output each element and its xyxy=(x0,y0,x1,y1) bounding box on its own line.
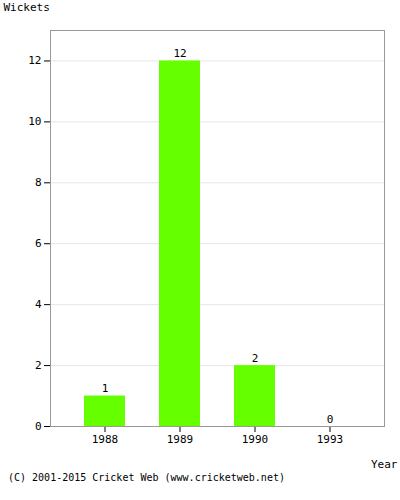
svg-text:1989: 1989 xyxy=(167,433,194,446)
svg-text:2: 2 xyxy=(252,352,259,365)
svg-text:Wickets: Wickets xyxy=(4,1,50,14)
svg-text:10: 10 xyxy=(28,115,41,128)
svg-text:6: 6 xyxy=(35,237,42,250)
svg-text:8: 8 xyxy=(35,176,42,189)
svg-text:12: 12 xyxy=(28,54,41,67)
svg-text:1993: 1993 xyxy=(317,433,344,446)
svg-text:0: 0 xyxy=(35,420,42,433)
svg-text:4: 4 xyxy=(35,298,42,311)
svg-text:1: 1 xyxy=(102,382,109,395)
svg-text:1990: 1990 xyxy=(242,433,269,446)
svg-text:Year: Year xyxy=(371,458,398,471)
html-text:(C) 2001-2015 Cricket Web (www: (C) 2001-2015 Cricket Web (www.cricketwe… xyxy=(8,472,285,483)
svg-text:12: 12 xyxy=(173,47,186,60)
svg-text:2: 2 xyxy=(35,359,42,372)
svg-text:1988: 1988 xyxy=(92,433,119,446)
svg-text:0: 0 xyxy=(327,413,334,426)
